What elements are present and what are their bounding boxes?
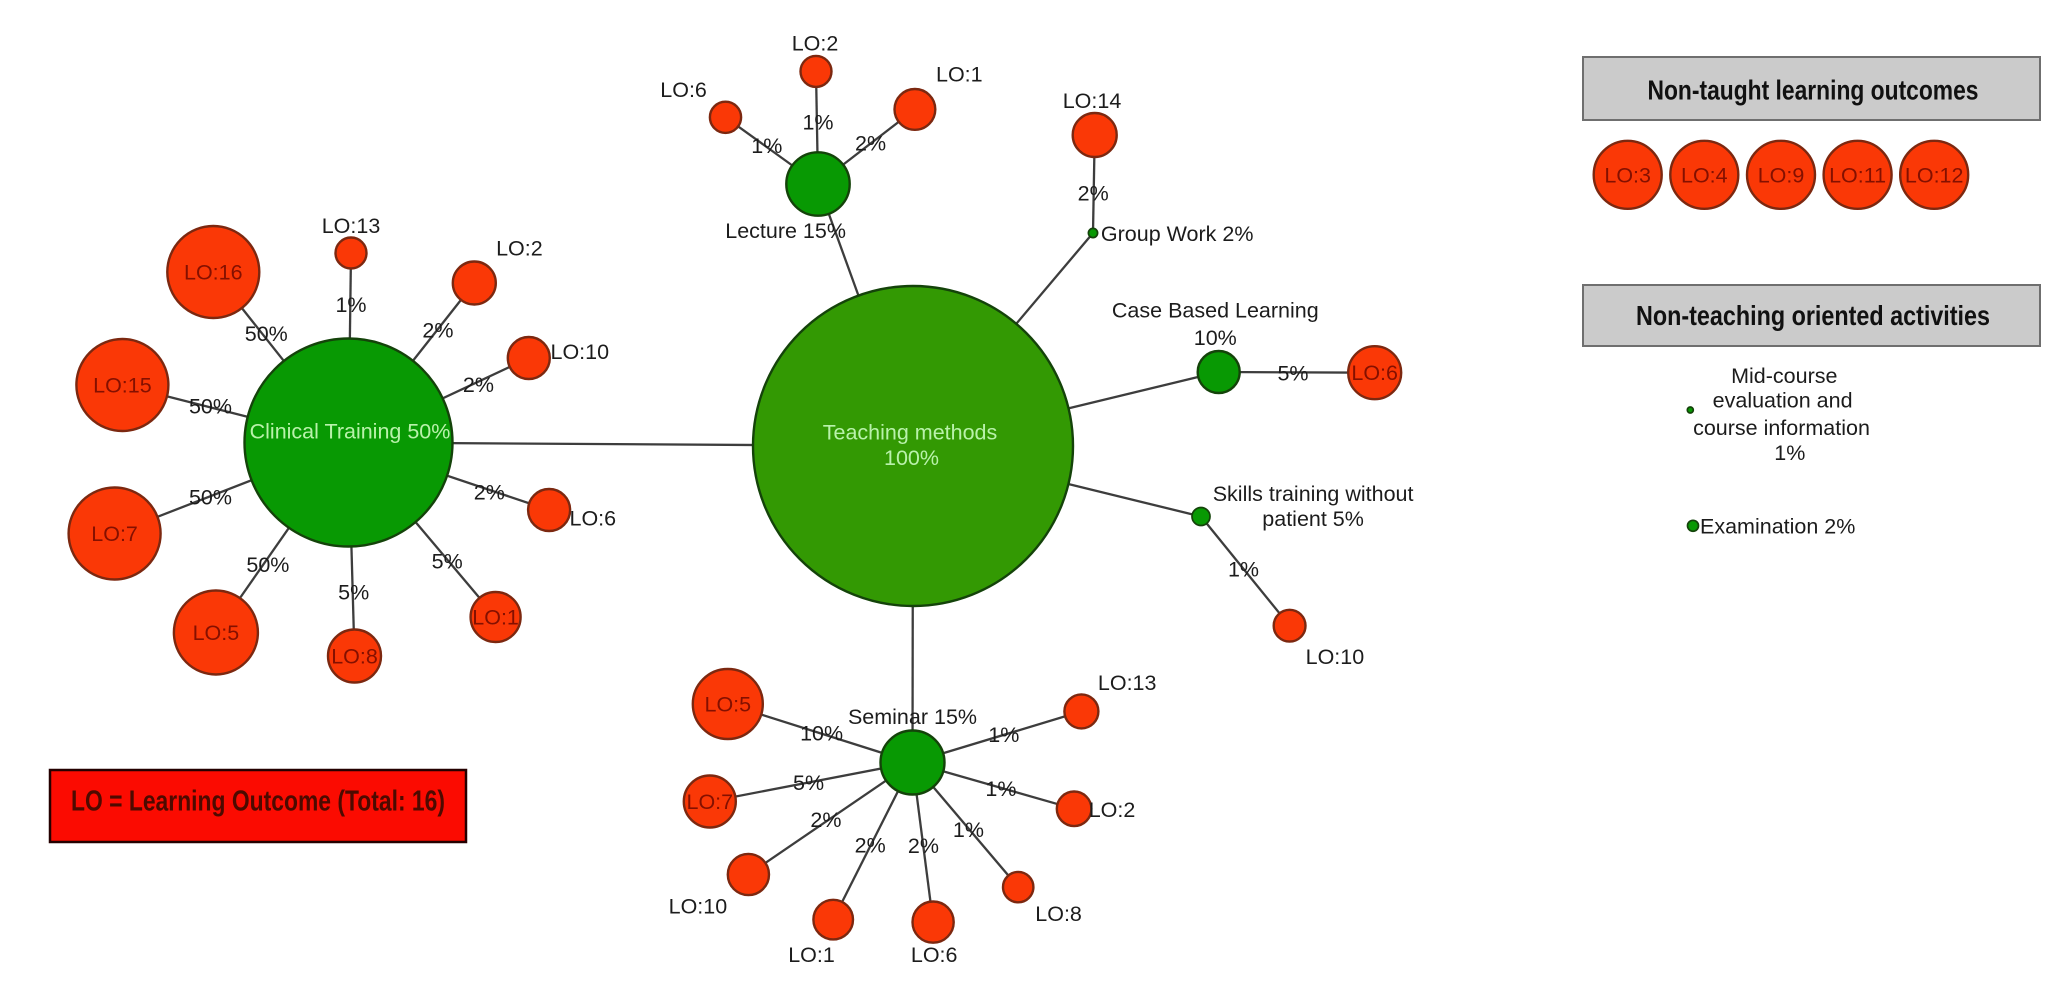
- svg-text:course information: course information: [1693, 416, 1870, 440]
- svg-text:5%: 5%: [338, 581, 369, 605]
- svg-text:LO:7: LO:7: [91, 522, 138, 546]
- svg-text:5%: 5%: [793, 771, 824, 795]
- svg-text:LO:1: LO:1: [472, 606, 519, 630]
- svg-text:LO:14: LO:14: [1063, 89, 1122, 113]
- svg-text:Seminar 15%: Seminar 15%: [848, 705, 977, 729]
- svg-text:Teaching methods: Teaching methods: [823, 421, 998, 445]
- svg-text:2%: 2%: [474, 480, 505, 504]
- svg-text:1%: 1%: [985, 777, 1016, 801]
- svg-text:Examination 2%: Examination 2%: [1700, 514, 1855, 538]
- svg-text:2%: 2%: [810, 808, 841, 832]
- svg-text:2%: 2%: [855, 131, 886, 155]
- svg-text:1%: 1%: [953, 818, 984, 842]
- svg-text:LO:11: LO:11: [1829, 163, 1886, 187]
- svg-text:5%: 5%: [1277, 362, 1308, 386]
- svg-text:50%: 50%: [189, 486, 232, 510]
- svg-text:LO:10: LO:10: [1306, 645, 1365, 669]
- svg-text:2%: 2%: [855, 834, 886, 858]
- svg-text:LO:1: LO:1: [788, 943, 835, 967]
- svg-text:LO:6: LO:6: [1351, 361, 1398, 385]
- svg-text:50%: 50%: [189, 395, 232, 419]
- svg-text:LO:9: LO:9: [1758, 163, 1805, 187]
- svg-text:1%: 1%: [802, 111, 833, 135]
- svg-text:2%: 2%: [1078, 182, 1109, 206]
- svg-text:Mid-course: Mid-course: [1731, 364, 1837, 388]
- svg-text:Non-teaching oriented activiti: Non-teaching oriented activities: [1636, 300, 1990, 331]
- svg-text:1%: 1%: [335, 293, 366, 317]
- svg-text:LO:10: LO:10: [669, 895, 728, 919]
- svg-text:50%: 50%: [245, 322, 288, 346]
- svg-text:LO:1: LO:1: [936, 62, 983, 86]
- svg-text:LO:13: LO:13: [1098, 671, 1157, 695]
- svg-text:Lecture 15%: Lecture 15%: [725, 219, 846, 243]
- svg-text:50%: 50%: [246, 553, 289, 577]
- svg-text:1%: 1%: [1228, 558, 1259, 582]
- svg-text:LO:2: LO:2: [1089, 798, 1136, 822]
- svg-text:Case Based Learning: Case Based Learning: [1112, 298, 1319, 322]
- svg-text:10%: 10%: [1194, 326, 1237, 350]
- svg-text:2%: 2%: [908, 834, 939, 858]
- svg-text:LO:5: LO:5: [704, 693, 751, 717]
- svg-text:LO:2: LO:2: [496, 237, 543, 261]
- svg-text:LO:8: LO:8: [1035, 902, 1082, 926]
- svg-text:LO:13: LO:13: [322, 214, 381, 238]
- svg-text:LO:3: LO:3: [1604, 163, 1651, 187]
- svg-text:patient 5%: patient 5%: [1262, 507, 1364, 531]
- svg-text:LO:10: LO:10: [551, 340, 610, 364]
- svg-text:LO:6: LO:6: [911, 943, 958, 967]
- svg-text:LO:2: LO:2: [792, 31, 839, 55]
- svg-text:Skills training without: Skills training without: [1213, 482, 1414, 506]
- svg-text:Non-taught learning outcomes: Non-taught learning outcomes: [1648, 75, 1979, 106]
- svg-text:10%: 10%: [800, 722, 843, 746]
- svg-text:LO = Learning Outcome (Total:: LO = Learning Outcome (Total: 16): [71, 786, 445, 818]
- svg-text:100%: 100%: [884, 446, 939, 470]
- svg-text:LO:4: LO:4: [1681, 163, 1728, 187]
- svg-text:1%: 1%: [751, 134, 782, 158]
- svg-text:LO:12: LO:12: [1905, 163, 1964, 187]
- svg-text:2%: 2%: [422, 319, 453, 343]
- svg-text:2%: 2%: [463, 373, 494, 397]
- svg-text:Group Work 2%: Group Work 2%: [1101, 222, 1254, 246]
- svg-text:LO:15: LO:15: [93, 374, 152, 398]
- svg-text:LO:6: LO:6: [660, 78, 707, 102]
- svg-text:evaluation and: evaluation and: [1713, 389, 1853, 413]
- svg-text:LO:6: LO:6: [569, 506, 616, 530]
- svg-text:LO:16: LO:16: [184, 261, 243, 285]
- svg-text:5%: 5%: [432, 550, 463, 574]
- svg-text:1%: 1%: [988, 723, 1019, 747]
- svg-text:LO:8: LO:8: [331, 645, 378, 669]
- svg-text:Clinical Training 50%: Clinical Training 50%: [250, 420, 451, 444]
- svg-text:LO:7: LO:7: [686, 790, 733, 814]
- svg-text:1%: 1%: [1774, 441, 1805, 465]
- svg-text:LO:5: LO:5: [193, 621, 240, 645]
